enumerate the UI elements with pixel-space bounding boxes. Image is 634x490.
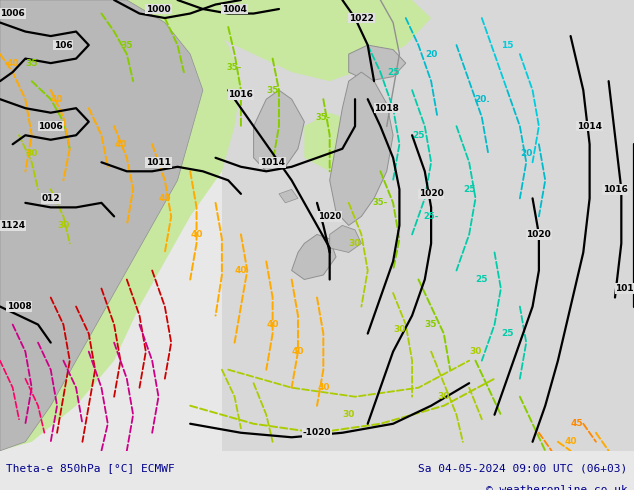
Text: 35: 35 xyxy=(25,59,38,68)
Text: 25: 25 xyxy=(463,185,476,194)
Polygon shape xyxy=(304,113,368,172)
Text: Sa 04-05-2024 09:00 UTC (06+03): Sa 04-05-2024 09:00 UTC (06+03) xyxy=(418,463,628,473)
Text: 25: 25 xyxy=(501,329,514,338)
Polygon shape xyxy=(222,0,634,451)
Text: 30: 30 xyxy=(437,392,450,401)
Text: 1022: 1022 xyxy=(349,14,374,23)
Text: 1020: 1020 xyxy=(318,212,341,221)
Polygon shape xyxy=(330,225,361,252)
Polygon shape xyxy=(0,0,431,81)
Text: 1018: 1018 xyxy=(615,284,634,293)
Text: 1004: 1004 xyxy=(222,4,247,14)
Text: 1014: 1014 xyxy=(577,122,602,131)
Text: 35-: 35- xyxy=(227,63,242,72)
Text: 1018: 1018 xyxy=(374,104,399,113)
Text: 40: 40 xyxy=(114,140,127,149)
Polygon shape xyxy=(330,72,393,225)
Text: 45: 45 xyxy=(571,419,583,428)
Text: 40: 40 xyxy=(317,383,330,392)
Text: 25: 25 xyxy=(476,275,488,284)
Text: 25: 25 xyxy=(412,131,425,140)
Text: 35: 35 xyxy=(425,320,437,329)
Text: 106: 106 xyxy=(54,41,73,49)
Text: 30: 30 xyxy=(342,410,355,419)
Text: 30: 30 xyxy=(349,239,361,248)
Text: 40: 40 xyxy=(158,194,171,203)
Text: 1006: 1006 xyxy=(38,122,63,131)
Text: 40: 40 xyxy=(266,320,279,329)
Text: Theta-e 850hPa [°C] ECMWF: Theta-e 850hPa [°C] ECMWF xyxy=(6,463,175,473)
Text: 40: 40 xyxy=(564,437,577,446)
Text: 1006: 1006 xyxy=(0,9,25,18)
Text: 1020: 1020 xyxy=(418,189,444,198)
Text: 30: 30 xyxy=(393,324,406,334)
Polygon shape xyxy=(0,0,241,451)
Text: 40: 40 xyxy=(235,266,247,275)
Text: 35: 35 xyxy=(120,41,133,49)
Polygon shape xyxy=(349,45,406,81)
Text: 20: 20 xyxy=(520,149,533,158)
Polygon shape xyxy=(0,0,203,451)
Text: 15: 15 xyxy=(501,41,514,49)
Text: 40: 40 xyxy=(292,347,304,356)
Text: 1014: 1014 xyxy=(260,158,285,167)
Text: 1000: 1000 xyxy=(146,4,171,14)
Text: 40: 40 xyxy=(190,230,203,239)
Text: 35-: 35- xyxy=(373,198,388,207)
Text: 1016: 1016 xyxy=(602,185,628,194)
Text: 012: 012 xyxy=(41,194,60,203)
Text: 25: 25 xyxy=(387,68,399,76)
Polygon shape xyxy=(254,90,304,172)
Polygon shape xyxy=(279,189,298,203)
Text: 20.: 20. xyxy=(474,95,489,104)
Polygon shape xyxy=(292,234,336,279)
Text: 25-: 25- xyxy=(424,212,439,221)
Text: 1016: 1016 xyxy=(228,90,254,99)
Text: 30: 30 xyxy=(25,149,38,158)
Text: 1008: 1008 xyxy=(6,302,32,311)
Text: 20: 20 xyxy=(425,49,437,59)
Text: © weatheronline.co.uk: © weatheronline.co.uk xyxy=(486,485,628,490)
Text: 30: 30 xyxy=(469,347,482,356)
Text: 35-: 35- xyxy=(316,113,331,122)
Text: 35: 35 xyxy=(266,86,279,95)
Text: 40: 40 xyxy=(51,95,63,104)
Text: 1011: 1011 xyxy=(146,158,171,167)
Text: 40: 40 xyxy=(6,59,19,68)
Text: -1020: -1020 xyxy=(303,428,331,437)
Text: 1020: 1020 xyxy=(526,230,552,239)
Text: 1124: 1124 xyxy=(0,221,25,230)
Text: 30: 30 xyxy=(57,221,70,230)
